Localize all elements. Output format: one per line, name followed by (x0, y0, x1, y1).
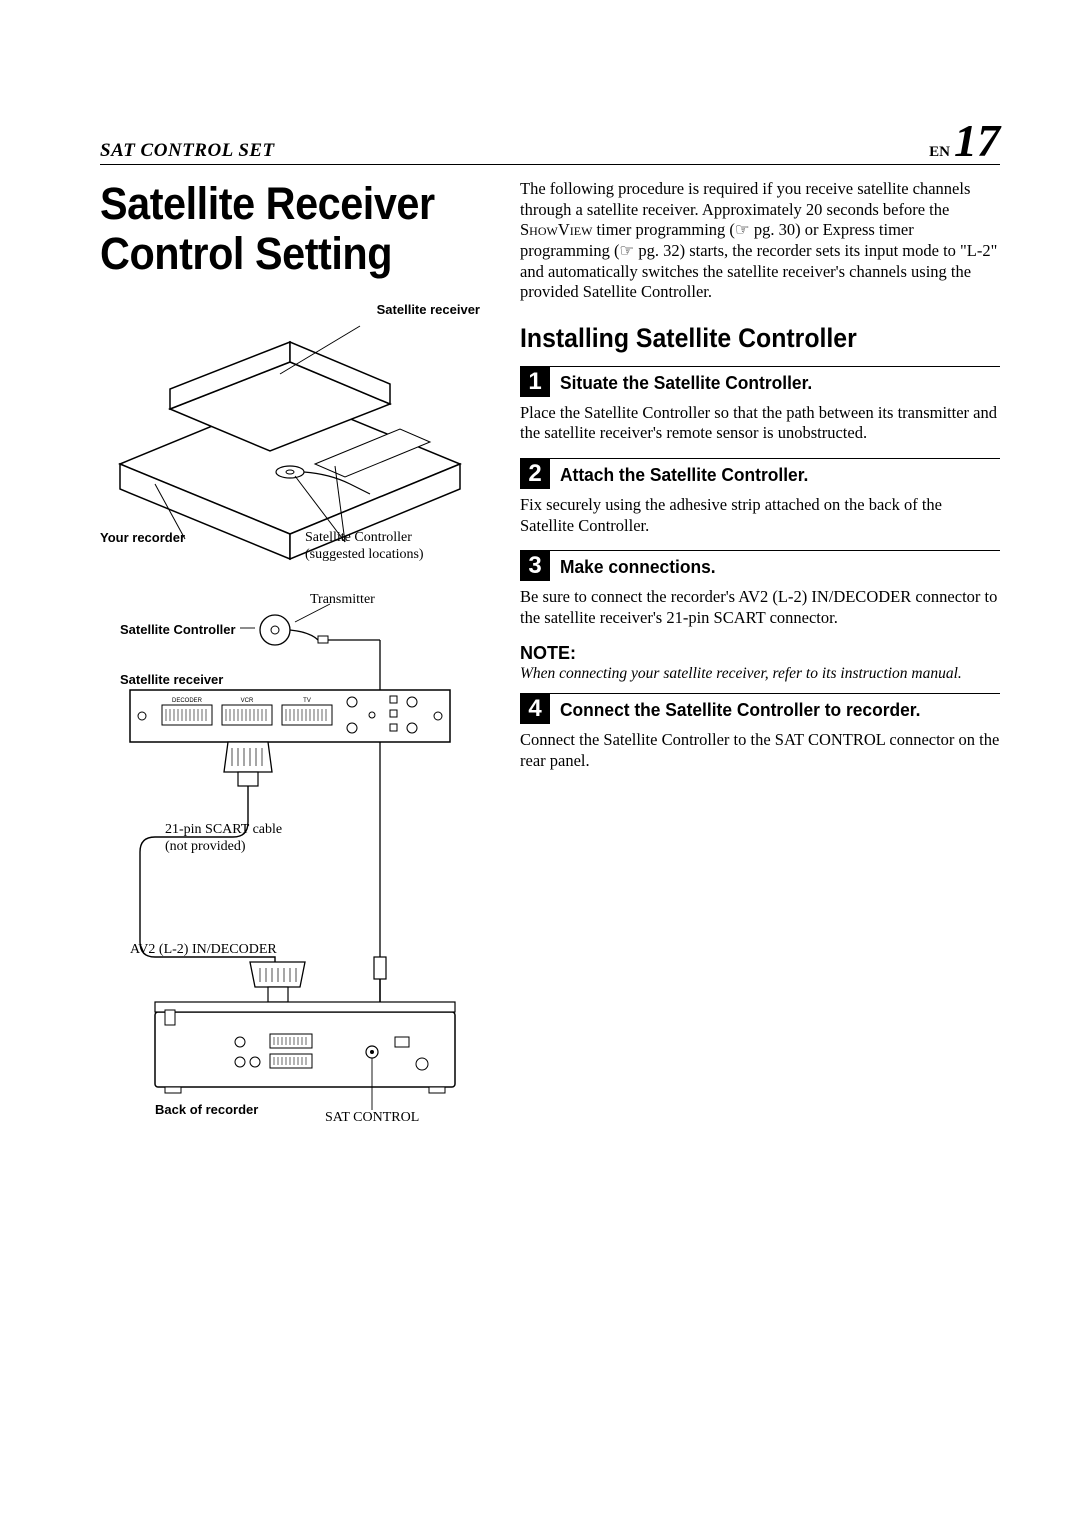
page-indicator: EN 17 (929, 120, 1000, 161)
content-columns: Satellite Receiver Control Setting Satel… (100, 179, 1000, 1132)
page-number: 17 (954, 120, 1000, 161)
intro-paragraph: The following procedure is required if y… (520, 179, 1000, 303)
step-2-header: 2 Attach the Satellite Controller. (520, 458, 1000, 489)
showview-text: ShowView (520, 220, 592, 239)
step-1: 1 Situate the Satellite Controller. Plac… (520, 366, 1000, 444)
step-3-title: Make connections. (560, 556, 716, 578)
step-4-body: Connect the Satellite Controller to the … (520, 730, 1000, 771)
step-4-number: 4 (520, 694, 550, 724)
step-3-body: Be sure to connect the recorder's AV2 (L… (520, 587, 1000, 628)
wiring-diagram-icon: DECODER VCR TV (100, 592, 480, 1132)
step-2-title: Attach the Satellite Controller. (560, 464, 808, 486)
step-2-body: Fix securely using the adhesive strip at… (520, 495, 1000, 536)
svg-text:VCR: VCR (241, 698, 254, 704)
right-column: The following procedure is required if y… (520, 179, 1000, 1132)
page-header: SAT CONTROL SET EN 17 (100, 120, 1000, 165)
step-2-number: 2 (520, 459, 550, 489)
page-title: Satellite Receiver Control Setting (100, 179, 450, 280)
step-3-number: 3 (520, 551, 550, 581)
label-av2-decoder: AV2 (L-2) IN/DECODER (130, 942, 277, 959)
step-4: 4 Connect the Satellite Controller to re… (520, 693, 1000, 771)
step-2: 2 Attach the Satellite Controller. Fix s… (520, 458, 1000, 536)
label-scart-cable: 21-pin SCART cable (not provided) (165, 822, 305, 856)
label-sat-control: SAT CONTROL (325, 1110, 419, 1127)
svg-text:DECODER: DECODER (172, 698, 203, 704)
step-4-header: 4 Connect the Satellite Controller to re… (520, 693, 1000, 724)
section-label: SAT CONTROL SET (100, 140, 275, 162)
intro-line2b: timer programming (☞ pg. 30) or Express … (520, 220, 997, 301)
step-1-number: 1 (520, 367, 550, 397)
label-sat-controller-loc: Satellite Controller (suggested location… (305, 530, 465, 564)
note-label: NOTE: (520, 643, 1000, 664)
note-body: When connecting your satellite receiver,… (520, 664, 1000, 683)
step-1-title: Situate the Satellite Controller. (560, 372, 812, 394)
step-1-header: 1 Situate the Satellite Controller. (520, 366, 1000, 397)
step-1-body: Place the Satellite Controller so that t… (520, 403, 1000, 444)
step-4-title: Connect the Satellite Controller to reco… (560, 699, 920, 721)
diagram-top: Satellite receiver (100, 302, 480, 582)
step-3: 3 Make connections. Be sure to connect t… (520, 550, 1000, 628)
lang-code: EN (929, 144, 950, 161)
section-heading: Installing Satellite Controller (520, 323, 962, 354)
label-back-of-recorder: Back of recorder (155, 1102, 258, 1118)
intro-line2a: Approximately 20 seconds before the (702, 200, 949, 219)
step-3-header: 3 Make connections. (520, 550, 1000, 581)
label-your-recorder: Your recorder (100, 530, 185, 546)
left-column: Satellite Receiver Control Setting Satel… (100, 179, 480, 1132)
diagram-wiring: Transmitter Satellite Controller Satelli… (100, 592, 480, 1132)
svg-text:TV: TV (303, 698, 311, 704)
